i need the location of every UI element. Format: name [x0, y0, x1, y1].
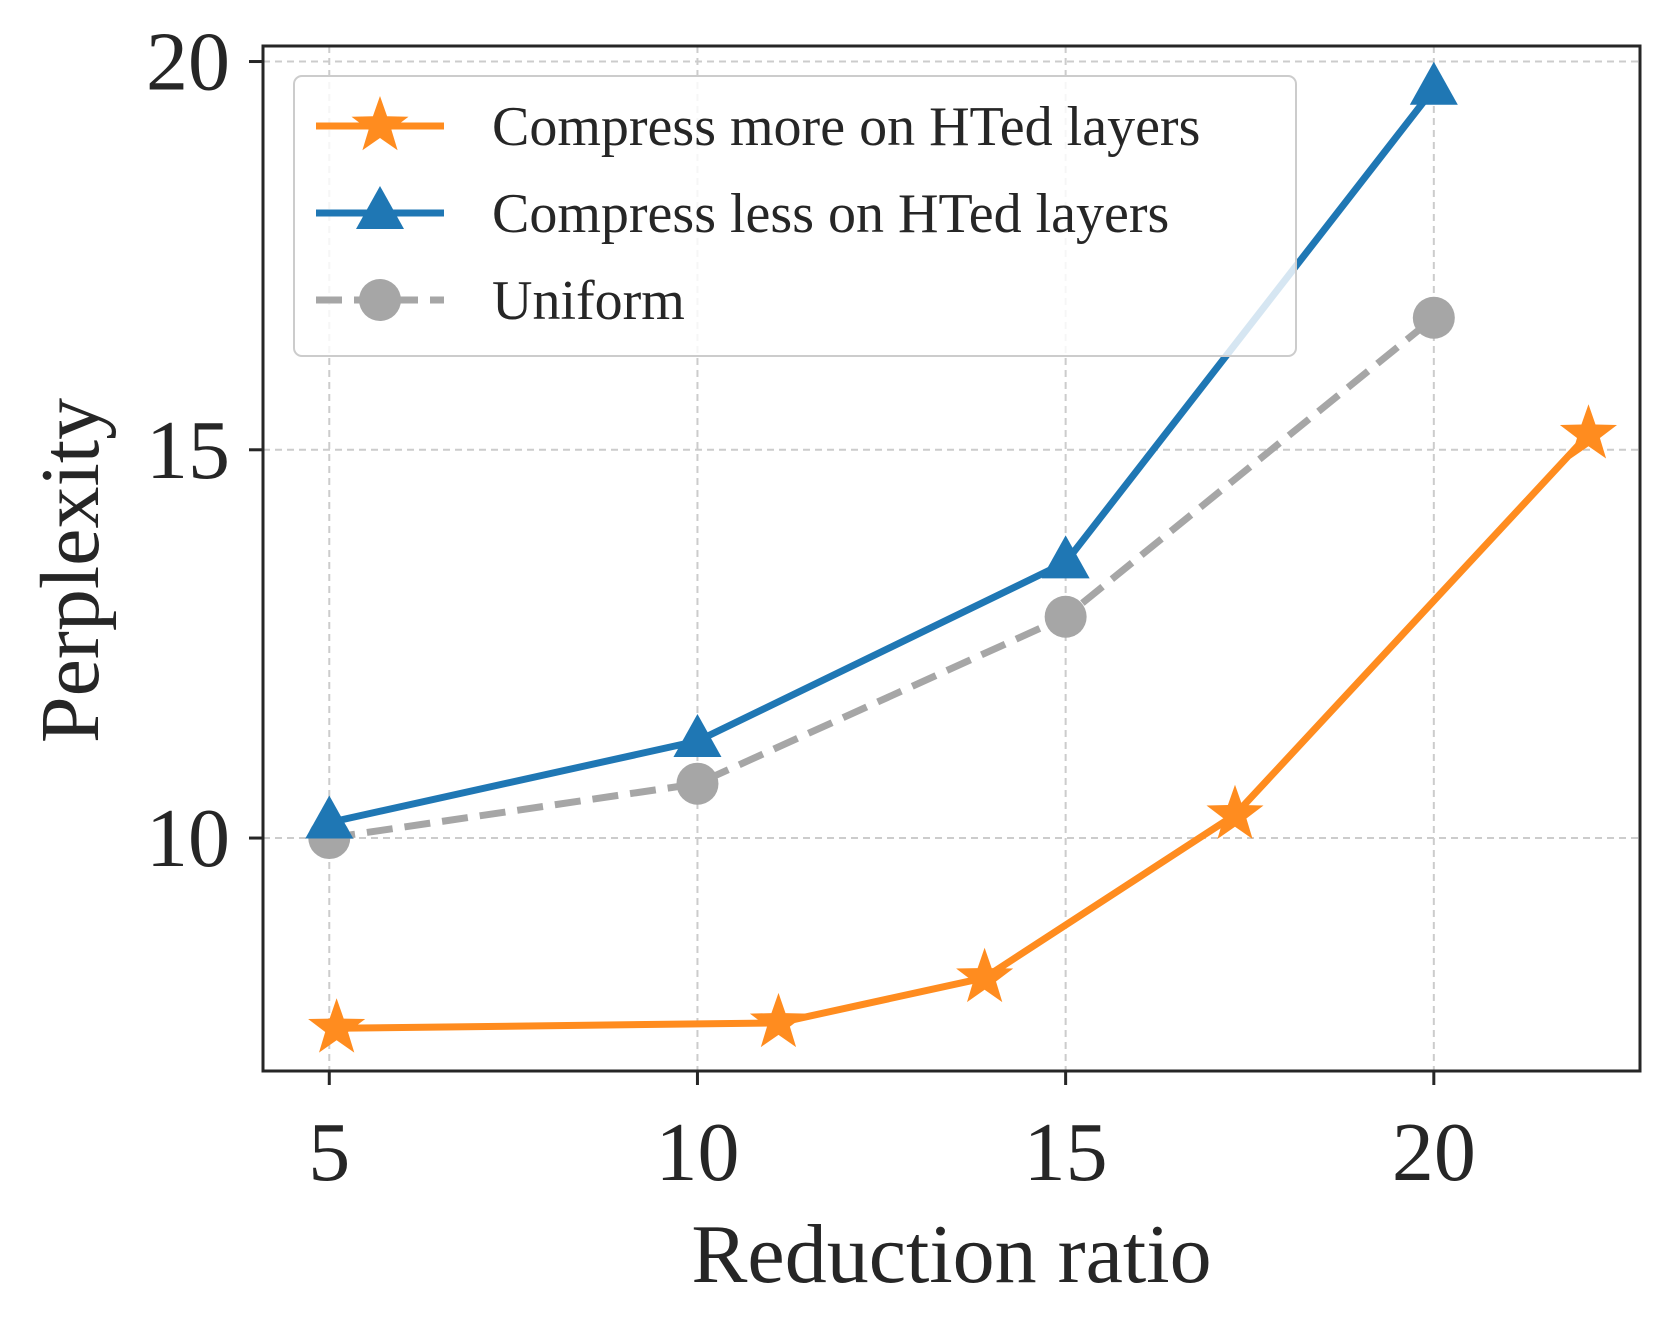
plot-frame: [261, 44, 1642, 1073]
y-tick-label: 15: [146, 404, 230, 497]
legend-item: Compress more on HTed layers: [316, 96, 1200, 158]
ticks: 5 10 15 20 10 15 20: [146, 16, 1476, 1199]
data-point: [956, 947, 1014, 1003]
data-point: [1559, 404, 1617, 459]
legend-label: Compress less on HTed layers: [492, 183, 1169, 245]
series-line: [336, 431, 1592, 1032]
x-tick-label: 10: [655, 1106, 739, 1199]
x-tick-label: 5: [308, 1106, 350, 1199]
data-point: [676, 762, 719, 805]
legend-marker: [359, 279, 401, 321]
legend-box: [293, 75, 1297, 357]
data-point: [1044, 595, 1087, 638]
data-point: [1206, 784, 1264, 839]
data-point: [749, 992, 807, 1048]
data-point: [1041, 535, 1090, 579]
legend-label: Compress more on HTed layers: [492, 96, 1200, 158]
data-point: [1409, 61, 1458, 105]
series-1: [308, 404, 1617, 1053]
y-tick-label: 20: [146, 16, 230, 109]
y-tick-label: 10: [146, 792, 230, 885]
legend-label: Uniform: [492, 270, 685, 332]
y-axis-label: Perplexity: [24, 398, 117, 743]
data-point: [308, 998, 366, 1053]
legend: Compress more on HTed layers Compress les…: [293, 75, 1297, 357]
x-axis-label: Reduction ratio: [691, 1208, 1211, 1301]
x-tick-label: 20: [1392, 1106, 1476, 1199]
x-tick-label: 15: [1024, 1106, 1108, 1199]
legend-marker: [351, 96, 409, 151]
data-point: [673, 713, 722, 757]
data-point: [1412, 296, 1455, 339]
series-3: [308, 296, 1455, 860]
series-line: [328, 315, 1437, 842]
legend-item: Uniform: [316, 270, 685, 332]
legend-item: Compress less on HTed layers: [316, 183, 1169, 245]
data-point: [305, 795, 354, 839]
legend-marker: [356, 186, 404, 229]
